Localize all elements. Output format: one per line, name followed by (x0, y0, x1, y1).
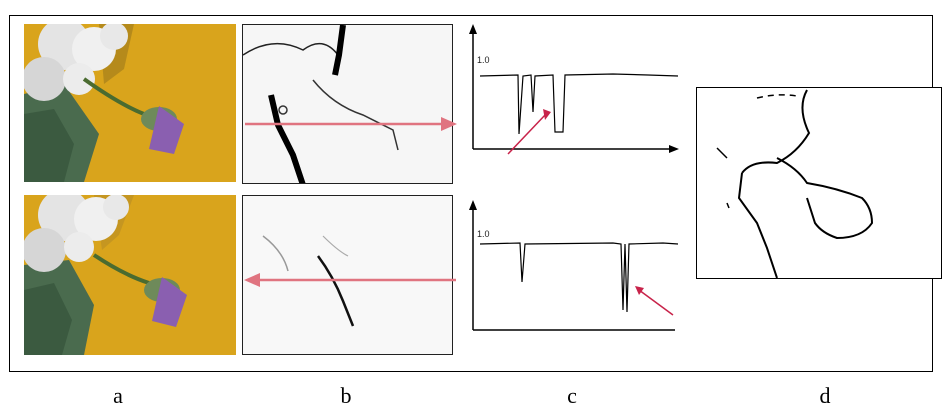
profile-plot-bottom: 1.0 (463, 200, 685, 335)
scan-arrow-right (245, 117, 457, 131)
map-bottom (242, 195, 453, 355)
label-a: a (113, 383, 123, 408)
label-d: d (819, 383, 831, 408)
photo-bottom (24, 195, 236, 355)
y-tick-bottom: 1.0 (477, 229, 490, 239)
edge-map (696, 87, 942, 279)
scan-arrow-left (244, 273, 456, 287)
label-c: c (567, 383, 577, 408)
profile-plot-top: 1.0 (463, 24, 685, 159)
photo-top (24, 24, 236, 182)
y-tick-top: 1.0 (477, 55, 490, 65)
map-top (242, 24, 453, 184)
label-b: b (340, 383, 352, 408)
